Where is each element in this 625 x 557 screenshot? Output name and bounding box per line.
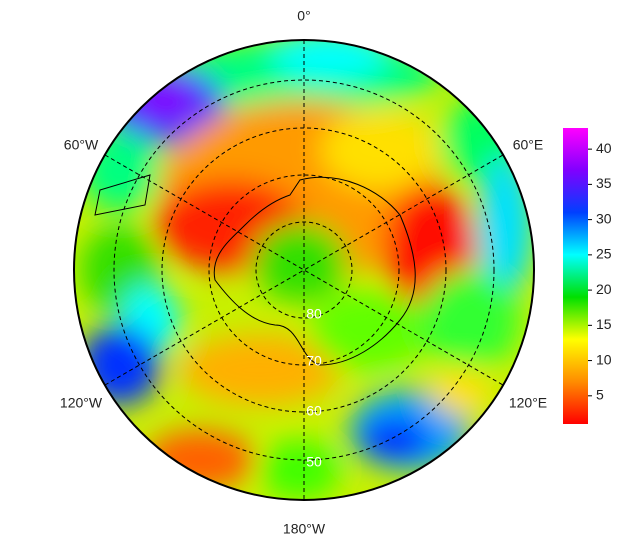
latitude-label: 50: [306, 454, 322, 470]
latitude-label: 70: [306, 353, 322, 369]
colorbar-tick-label: 35: [596, 175, 612, 191]
longitude-label: 60°E: [513, 137, 544, 153]
colorbar-tick-label: 30: [596, 210, 612, 226]
colorbar-tick-label: 10: [596, 351, 612, 367]
latitude-label: 60: [306, 403, 322, 419]
colorbar-tick-label: 20: [596, 281, 612, 297]
latitude-labels: 80 70 60 50: [306, 306, 322, 470]
longitude-labels: 0° 60°E 120°E 180°W 120°W 60°W: [60, 8, 547, 537]
colorbar-tick-label: 40: [596, 140, 612, 156]
colorbar-tick-label: 5: [596, 387, 604, 403]
map-frame: [73, 39, 535, 501]
colorbar-tick-label: 25: [596, 246, 612, 262]
longitude-label: 60°W: [64, 137, 99, 153]
graticule: [104, 40, 504, 500]
longitude-label: 120°E: [509, 395, 547, 411]
latitude-label: 80: [306, 306, 322, 322]
colorbar-tick-label: 15: [596, 316, 612, 332]
longitude-label: 180°W: [283, 521, 326, 537]
longitude-label: 0°: [297, 8, 310, 24]
field: [74, 40, 534, 500]
longitude-label: 120°W: [60, 395, 103, 411]
colorbar: [563, 128, 588, 424]
